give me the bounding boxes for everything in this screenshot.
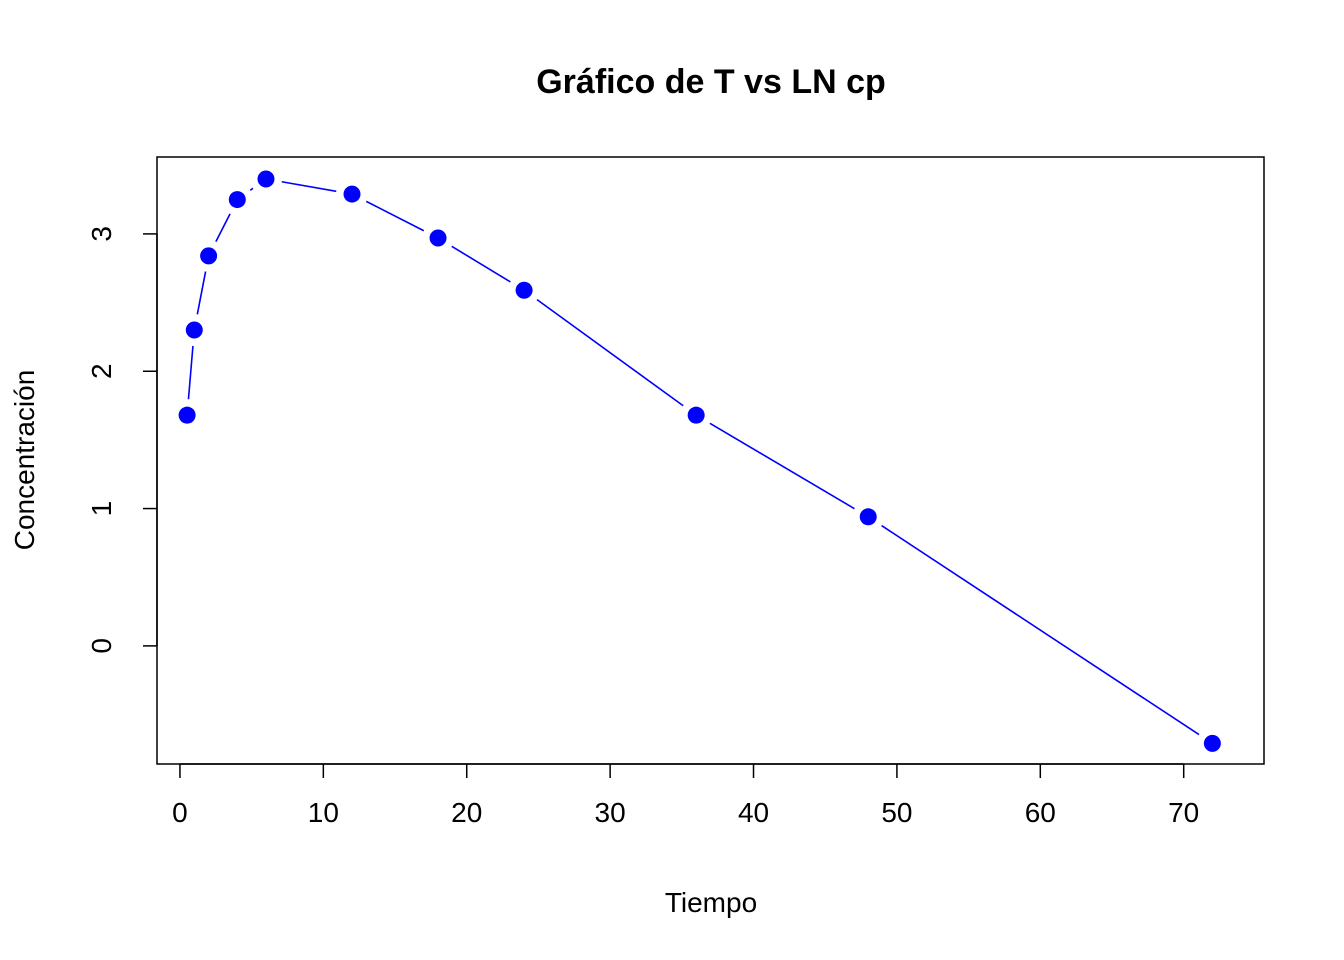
series-segment bbox=[536, 298, 684, 407]
series-segment bbox=[249, 187, 254, 191]
plot-frame bbox=[156, 156, 1265, 765]
series-segment bbox=[881, 524, 1200, 736]
data-point bbox=[228, 191, 246, 209]
x-tick-label: 70 bbox=[1168, 797, 1199, 828]
data-point bbox=[200, 247, 218, 265]
y-tick-label: 0 bbox=[86, 638, 117, 654]
x-tick-label: 10 bbox=[308, 797, 339, 828]
y-tick-label: 3 bbox=[86, 226, 117, 242]
data-point bbox=[859, 508, 877, 526]
y-tick-label: 1 bbox=[86, 501, 117, 517]
data-point bbox=[429, 229, 447, 247]
y-axis: 0 1 2 3 bbox=[86, 226, 158, 654]
series-line bbox=[187, 180, 1200, 736]
series-segment bbox=[709, 422, 855, 510]
y-axis-label: Concentración bbox=[9, 370, 40, 551]
series-points bbox=[178, 170, 1221, 752]
x-tick-label: 60 bbox=[1025, 797, 1056, 828]
series-segment bbox=[451, 245, 511, 283]
chart-title: Gráfico de T vs LN cp bbox=[536, 63, 886, 101]
data-point bbox=[687, 406, 705, 424]
data-point bbox=[343, 185, 361, 203]
data-point bbox=[185, 321, 203, 339]
data-point bbox=[1203, 734, 1221, 752]
series-segment bbox=[196, 271, 207, 315]
x-axis: 0 10 20 30 40 50 60 70 bbox=[172, 763, 1199, 828]
y-tick-label: 2 bbox=[86, 363, 117, 379]
x-tick-label: 40 bbox=[738, 797, 769, 828]
data-point bbox=[257, 170, 275, 188]
x-tick-label: 0 bbox=[172, 797, 188, 828]
x-axis-label: Tiempo bbox=[665, 887, 757, 918]
x-tick-label: 30 bbox=[595, 797, 626, 828]
series-segment bbox=[281, 180, 337, 193]
x-tick-label: 20 bbox=[451, 797, 482, 828]
data-point bbox=[515, 281, 533, 299]
series-segment bbox=[187, 345, 194, 400]
series-segment bbox=[365, 200, 425, 232]
x-tick-label: 50 bbox=[881, 797, 912, 828]
data-point bbox=[178, 406, 196, 424]
series-segment bbox=[215, 213, 231, 242]
